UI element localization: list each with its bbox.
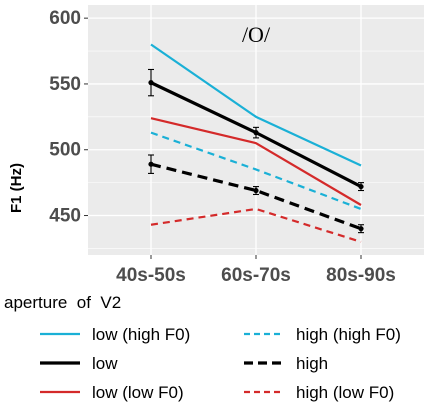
- y-tick-label: 450: [49, 206, 81, 227]
- data-point: [358, 183, 364, 190]
- legend-label: high: [296, 354, 328, 373]
- legend-label: low (low F0): [92, 383, 184, 402]
- x-tick-label: 80s-90s: [326, 265, 396, 286]
- legend-label: low (high F0): [92, 325, 190, 344]
- data-point: [148, 161, 154, 167]
- chart-annotation: /O/: [242, 22, 271, 47]
- x-tick-label: 40s-50s: [116, 265, 186, 286]
- x-tick-label: 60s-70s: [221, 265, 291, 286]
- error-bars: [148, 68, 364, 234]
- y-tick-label: 550: [49, 74, 81, 95]
- series-line: [150, 117, 362, 206]
- y-axis: 450 500 550 600: [49, 8, 88, 227]
- legend-label: low: [92, 354, 118, 373]
- y-tick-label: 500: [49, 140, 81, 161]
- y-axis-title: F1 (Hz): [8, 163, 25, 213]
- data-point: [148, 80, 154, 86]
- legend: low (high F0) low low (low F0) high (high F…: [40, 325, 401, 402]
- y-tick-label: 600: [49, 8, 81, 29]
- legend-label: high (low F0): [296, 383, 394, 402]
- series-line: [150, 43, 362, 167]
- legend-title: aperture of V2: [4, 293, 121, 312]
- x-axis: 40s-50s 60s-70s 80s-90s: [116, 255, 396, 286]
- series-line: [150, 162, 362, 231]
- data-point: [253, 187, 259, 194]
- data-point: [358, 226, 364, 232]
- legend-label: high (high F0): [296, 325, 401, 344]
- data-point: [253, 130, 259, 136]
- series-line: [150, 131, 362, 210]
